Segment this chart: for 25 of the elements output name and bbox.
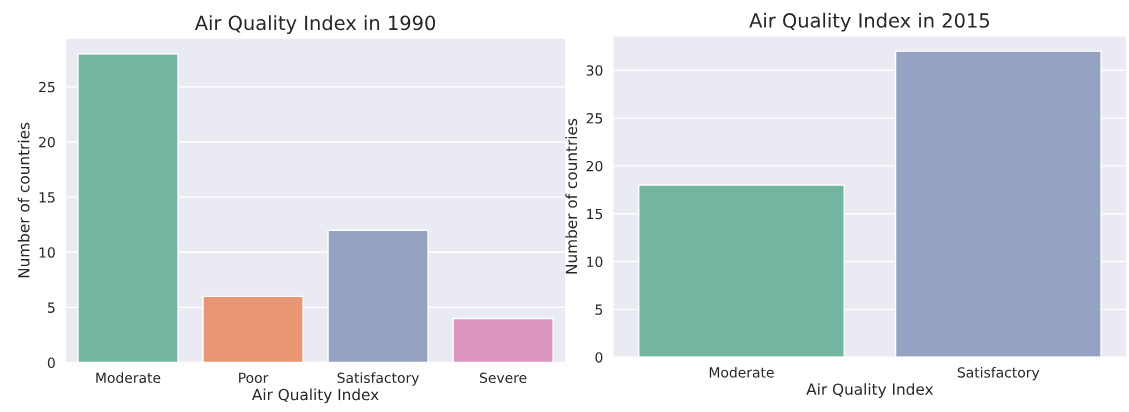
x-axis-title: Air Quality Index bbox=[252, 388, 379, 404]
y-tick-label: 20 bbox=[39, 136, 55, 148]
y-tick-label: 5 bbox=[595, 304, 603, 315]
x-axis-title: Air Quality Index bbox=[806, 383, 934, 398]
x-tick-label: Moderate bbox=[96, 372, 161, 384]
y-tick-label: 15 bbox=[587, 208, 603, 220]
y-tick-label: 25 bbox=[39, 81, 55, 93]
y-axis-title: Number of countries bbox=[17, 122, 30, 278]
chart-title: Air Quality Index in 2015 bbox=[749, 12, 990, 32]
y-tick-label: 10 bbox=[39, 247, 55, 258]
x-tick-label: Satisfactory bbox=[957, 366, 1040, 381]
x-tick-label: Poor bbox=[239, 372, 269, 384]
x-tick-label: Severe bbox=[479, 372, 527, 384]
y-axis-title: Number of countries bbox=[565, 118, 578, 274]
y-tick-label: 25 bbox=[586, 113, 603, 124]
y-tick-label: 10 bbox=[587, 256, 603, 268]
y-tick-label: 30 bbox=[586, 65, 603, 76]
x-tick-label: Moderate bbox=[709, 366, 774, 378]
y-tick-label: 5 bbox=[48, 302, 55, 313]
y-tick-label: 15 bbox=[39, 192, 55, 203]
y-tick-label: 20 bbox=[586, 160, 603, 172]
x-tick-label: Satisfactory bbox=[337, 372, 420, 386]
y-tick-label: 0 bbox=[595, 352, 603, 363]
y-tick-label: 0 bbox=[47, 357, 55, 369]
chart-title: Air Quality Index in 1990 bbox=[194, 15, 436, 35]
